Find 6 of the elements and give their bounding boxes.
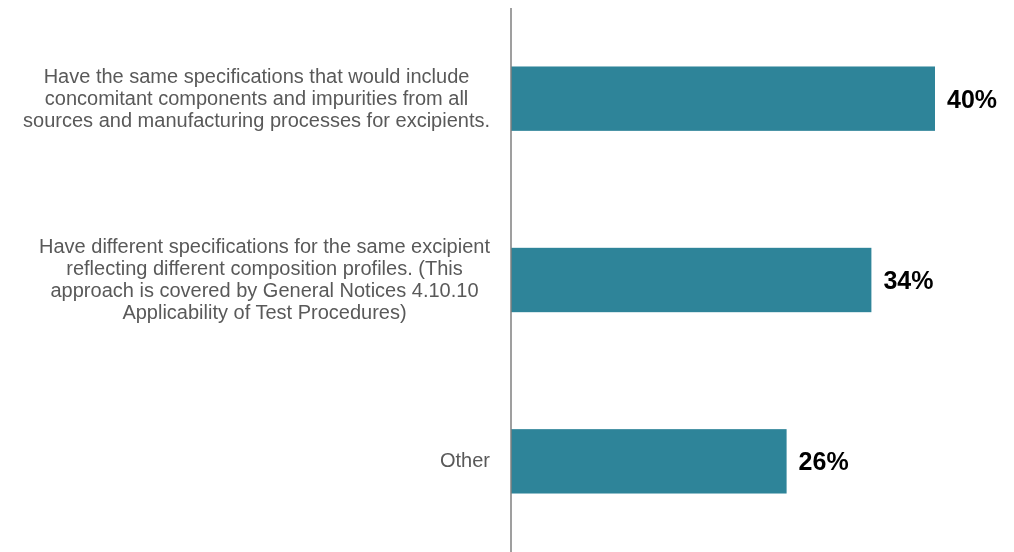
data-label: 34%: [883, 266, 934, 294]
data-label: 40%: [947, 84, 998, 113]
y-tick-label: Have different specifications for the same excipient reflecting different composition profiles. (This approach is covered by General Notices 4.10.10 Applicability of Test Procedures): [39, 235, 491, 323]
y-tick-label: Have the same specifications that would include concomitant components and impurities from all sources and manufacturing processes for excipients.: [23, 64, 490, 131]
y-tick-label: Other: [439, 449, 491, 472]
data-label: 26%: [798, 447, 849, 476]
